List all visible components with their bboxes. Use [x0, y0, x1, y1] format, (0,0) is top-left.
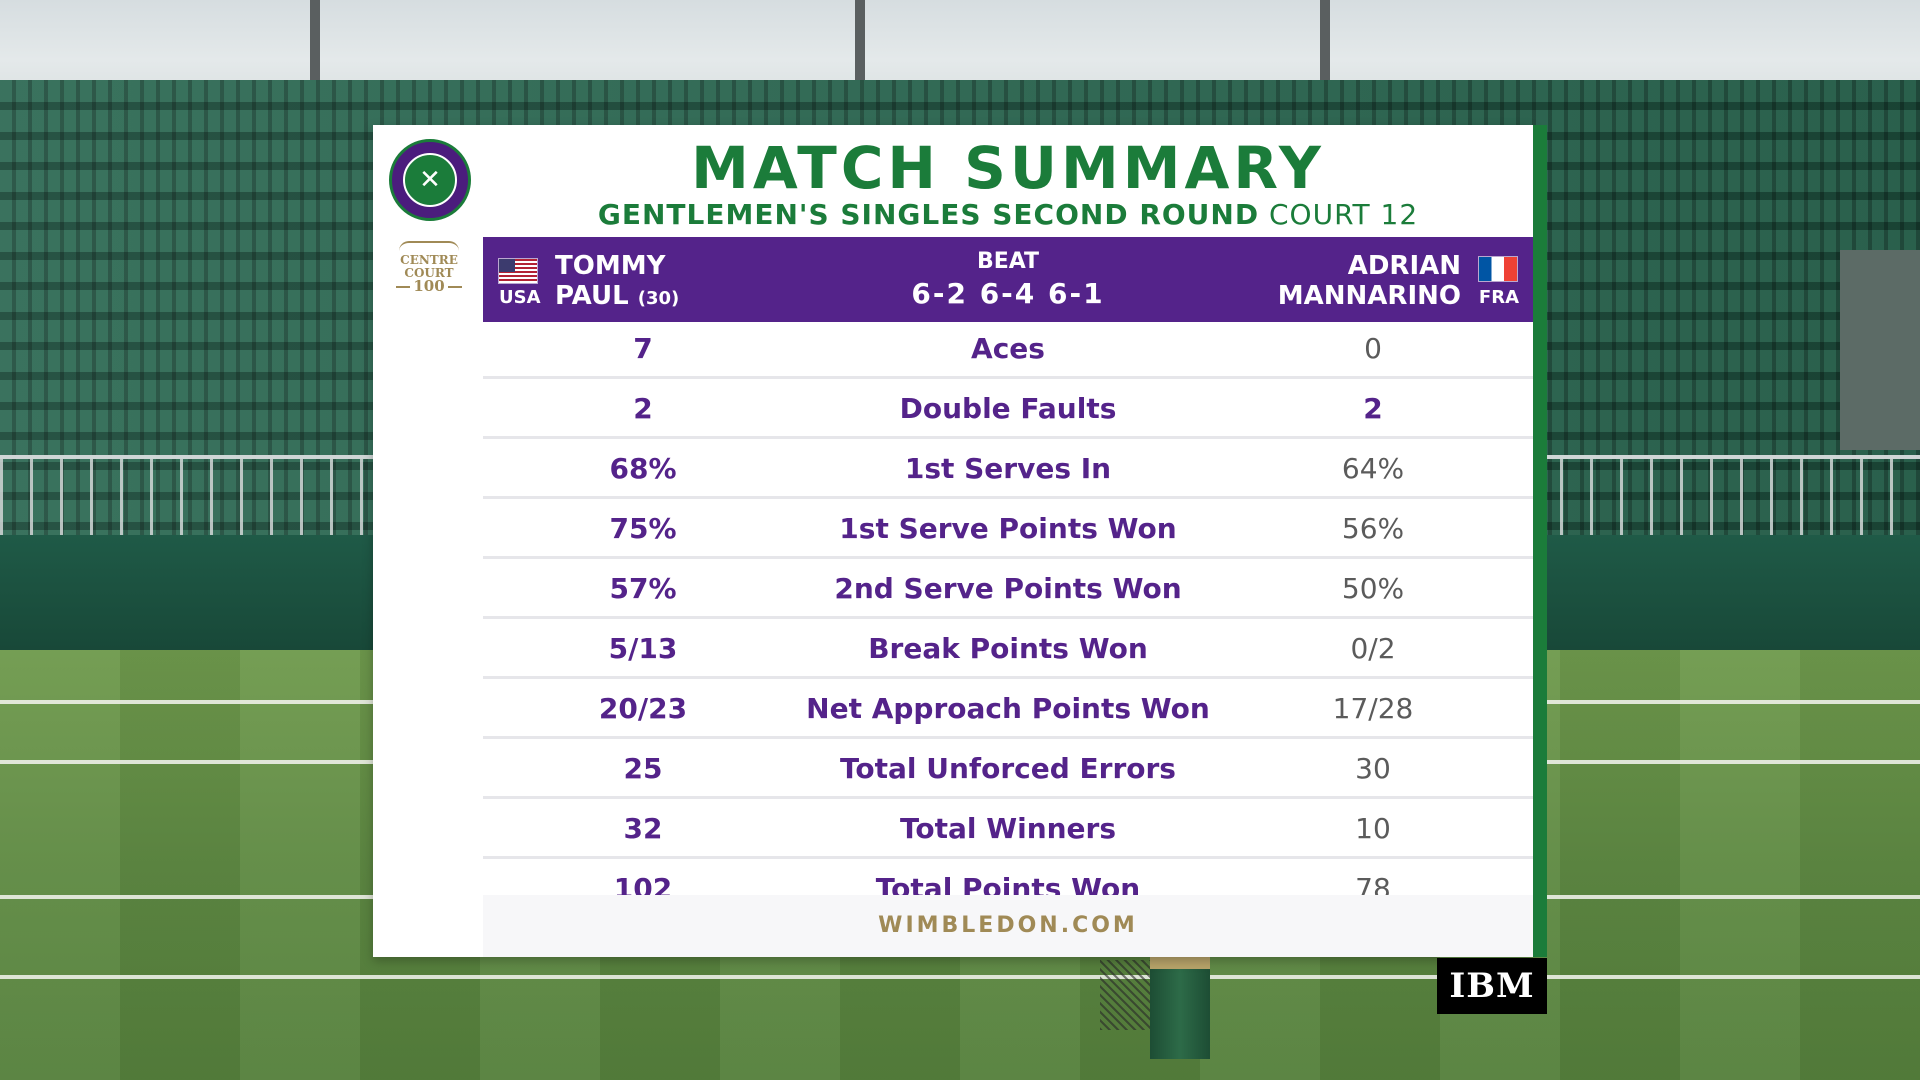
france-flag-icon: [1479, 257, 1517, 281]
stat-row: 75% 1st Serve Points Won 56%: [483, 502, 1533, 559]
match-subtitle: GENTLEMEN'S SINGLES SECOND ROUND COURT 1…: [483, 195, 1533, 235]
result-verb: BEAT: [976, 249, 1040, 274]
stat-row: 68% 1st Serves In 64%: [483, 442, 1533, 499]
wimbledon-crossed-rackets-icon: ✕: [389, 139, 471, 221]
light-pole: [855, 0, 865, 80]
player2-country: FRA: [1478, 287, 1519, 308]
stat-player1-value: 57%: [609, 572, 677, 605]
stat-player1-value: 7: [633, 332, 653, 365]
player1-country: USA: [499, 287, 541, 308]
round-label: GENTLEMEN'S SINGLES SECOND ROUND: [597, 198, 1260, 231]
stat-player2-value: 30: [1355, 752, 1391, 785]
rackets-emblem: ✕: [403, 153, 457, 207]
player1-first-name: TOMMY: [555, 251, 666, 281]
player1-last-name: PAUL: [555, 281, 629, 311]
stat-player1-value: 5/13: [608, 632, 678, 665]
stat-player2-value: 0: [1364, 332, 1382, 365]
stat-player2-value: 0/2: [1350, 632, 1396, 665]
player1-last-name-line: PAUL (30): [555, 281, 679, 314]
player2-first-name: ADRIAN: [1347, 251, 1461, 281]
sponsor-logo: IBM: [1437, 958, 1547, 1014]
page-title: MATCH SUMMARY: [691, 134, 1325, 202]
stat-row: 57% 2nd Serve Points Won 50%: [483, 562, 1533, 619]
stat-player2-value: 17/28: [1332, 692, 1414, 725]
stat-player2-value: 50%: [1341, 572, 1405, 605]
light-pole: [1320, 0, 1330, 80]
stat-player1-value: 68%: [609, 452, 677, 485]
stat-row: 5/13 Break Points Won 0/2: [483, 622, 1533, 679]
players-header: USA TOMMY PAUL (30) BEAT 6-2 6-4 6-1 ADR…: [483, 237, 1533, 322]
board-sidebar: ✕ CENTRE COURT 100: [373, 125, 483, 957]
stat-row: 25 Total Unforced Errors 30: [483, 742, 1533, 799]
crown-icon: [399, 241, 459, 251]
stat-player1-value: 32: [623, 812, 663, 845]
website-footer: WIMBLEDON.COM: [483, 895, 1533, 957]
player2-last-name: MANNARINO: [1277, 281, 1461, 311]
stat-row: 2 Double Faults 2: [483, 382, 1533, 439]
stats-table: 7 Aces 0 2 Double Faults 2 68% 1st Serve…: [483, 322, 1533, 922]
centre-court-number: 100: [387, 279, 471, 294]
stat-player2-value: 2: [1363, 392, 1383, 425]
stat-label: 1st Serve Points Won: [839, 512, 1177, 545]
stat-player2-value: 64%: [1341, 452, 1405, 485]
stat-player1-value: 20/23: [598, 692, 688, 725]
stat-player2-value: 56%: [1341, 512, 1405, 545]
player1-seed: (30): [637, 288, 680, 309]
stat-row: 32 Total Winners 10: [483, 802, 1533, 859]
net-post: [1150, 955, 1210, 1059]
stat-label: Double Faults: [899, 392, 1117, 425]
court-line: [0, 975, 1920, 979]
stat-label: Break Points Won: [868, 632, 1148, 665]
stat-label: 1st Serves In: [904, 452, 1112, 485]
stat-player1-value: 25: [623, 752, 663, 785]
building: [1840, 250, 1920, 450]
usa-flag-icon: [499, 259, 537, 283]
stat-label: Total Unforced Errors: [840, 752, 1176, 785]
stat-label: Net Approach Points Won: [806, 692, 1210, 725]
stat-label: Aces: [971, 332, 1045, 365]
match-summary-board: ✕ CENTRE COURT 100 MATCH SUMMARY GENTLEM…: [373, 125, 1533, 957]
centre-court-line1: CENTRE: [400, 253, 458, 267]
stat-player1-value: 75%: [609, 512, 677, 545]
light-pole: [310, 0, 320, 80]
board-green-edge: [1533, 125, 1547, 957]
stat-label: 2nd Serve Points Won: [834, 572, 1182, 605]
stat-player2-value: 10: [1355, 812, 1391, 845]
court-label: COURT 12: [1269, 198, 1419, 231]
stat-label: Total Winners: [899, 812, 1117, 845]
stat-row: 20/23 Net Approach Points Won 17/28: [483, 682, 1533, 739]
stat-row: 7 Aces 0: [483, 322, 1533, 379]
stat-player1-value: 2: [633, 392, 653, 425]
centre-court-100-badge: CENTRE COURT 100: [387, 241, 471, 294]
match-score: 6-2 6-4 6-1: [911, 277, 1105, 310]
